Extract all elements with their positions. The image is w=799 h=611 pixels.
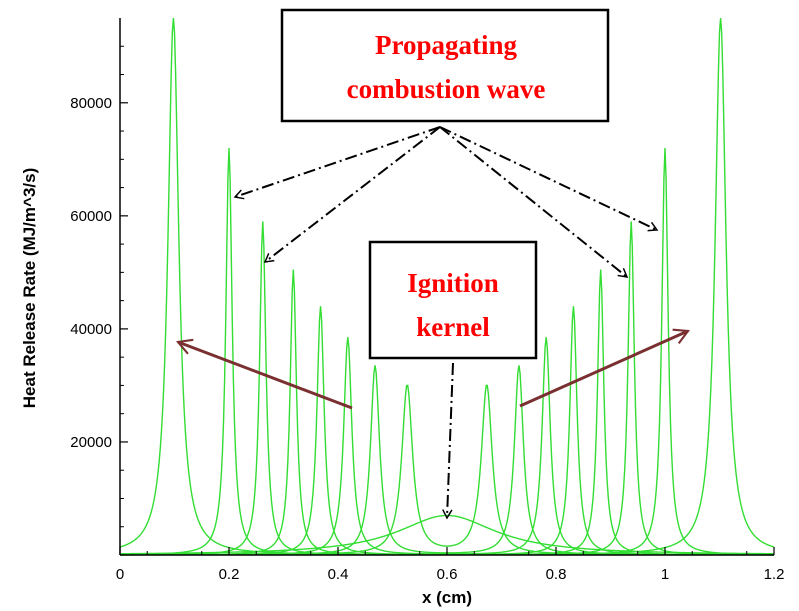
- x-tick-label: 0.2: [219, 566, 240, 583]
- y-tick-label: 40000: [70, 321, 112, 338]
- propagating-wave-arrows: [233, 126, 659, 278]
- propagating-label-line1: Propagating: [375, 30, 518, 60]
- y-axis: 20000 40000 60000 80000: [70, 18, 128, 555]
- y-tick-label: 60000: [70, 208, 112, 225]
- x-tick-label: 0.4: [328, 566, 349, 583]
- ignition-kernel-label: Ignition kernel: [368, 240, 538, 360]
- outward-arrows: [175, 328, 690, 410]
- x-axis: 0 0.2 0.4 0.6 0.8 1 1.2: [116, 547, 785, 583]
- series-line-2: [120, 365, 774, 556]
- x-tick-label: 0.8: [546, 566, 567, 583]
- x-tick-label: 0.6: [437, 566, 458, 583]
- x-tick-label: 0: [116, 566, 124, 583]
- ignition-label-line2: kernel: [416, 312, 490, 342]
- y-tick-label: 20000: [70, 434, 112, 451]
- x-tick-label: 1: [661, 566, 669, 583]
- ignition-kernel-arrow: [442, 362, 454, 520]
- x-axis-title: x (cm): [422, 588, 472, 607]
- propagating-label-line2: combustion wave: [347, 74, 546, 104]
- series-line-1: [120, 384, 774, 556]
- y-axis-title: Heat Release Rate (MJ/m^3/s): [20, 168, 39, 408]
- series-line-3: [120, 337, 774, 556]
- ignition-label-line1: Ignition: [407, 268, 499, 298]
- x-tick-label: 1.2: [764, 566, 785, 583]
- propagating-wave-label: Propagating combustion wave: [280, 8, 610, 123]
- y-tick-label: 80000: [70, 95, 112, 112]
